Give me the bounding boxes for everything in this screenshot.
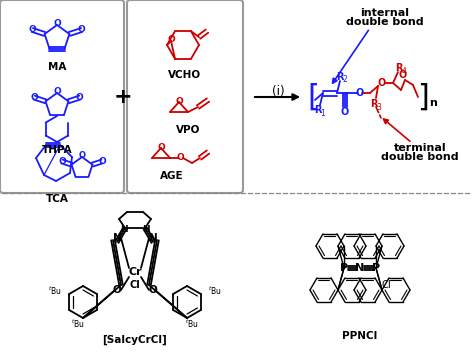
Text: O: O (79, 151, 85, 160)
Text: (i): (i) (272, 85, 284, 98)
Text: O: O (149, 285, 157, 295)
Text: O: O (28, 25, 36, 34)
Text: O: O (167, 36, 175, 44)
Text: O: O (157, 143, 165, 151)
Text: VPO: VPO (176, 125, 200, 135)
Text: 4: 4 (401, 66, 406, 76)
Text: R: R (395, 63, 403, 73)
Text: [: [ (307, 82, 319, 111)
Text: O: O (53, 87, 61, 97)
Text: n: n (429, 98, 437, 108)
Text: H: H (142, 224, 150, 233)
Text: P: P (340, 263, 348, 273)
Text: H: H (120, 224, 128, 233)
Text: O: O (341, 107, 349, 117)
Text: N: N (113, 233, 121, 243)
Text: 1: 1 (320, 109, 325, 118)
Text: 3: 3 (376, 102, 382, 111)
FancyBboxPatch shape (0, 0, 124, 193)
Text: internal: internal (361, 8, 410, 18)
Text: O: O (175, 97, 183, 106)
Text: O: O (356, 88, 364, 98)
Text: O: O (399, 70, 407, 80)
FancyBboxPatch shape (127, 0, 243, 193)
Text: AGE: AGE (160, 171, 184, 181)
Text: O: O (378, 78, 386, 88)
Text: O: O (76, 93, 84, 102)
Text: O: O (30, 93, 38, 102)
Text: Cr: Cr (128, 267, 142, 277)
Text: O: O (98, 157, 106, 166)
Text: PPNCl: PPNCl (342, 331, 378, 341)
Text: N: N (149, 233, 157, 243)
Text: R: R (314, 105, 322, 115)
Text: +: + (114, 87, 132, 107)
Text: $^t$Bu: $^t$Bu (185, 318, 199, 330)
Text: $^t$Bu: $^t$Bu (48, 285, 62, 297)
Text: ]: ] (417, 82, 429, 111)
Text: O: O (113, 285, 121, 295)
Text: O: O (58, 157, 66, 166)
Text: P: P (372, 263, 380, 273)
Text: VCHO: VCHO (168, 70, 201, 80)
Text: TCA: TCA (46, 194, 68, 204)
Text: R: R (336, 72, 344, 82)
Text: MA: MA (48, 62, 66, 72)
Text: double bond: double bond (381, 152, 459, 162)
Text: THPA: THPA (42, 145, 73, 155)
Text: [SalcyCrCl]: [SalcyCrCl] (103, 335, 167, 345)
Text: Cl$^-$: Cl$^-$ (381, 278, 399, 290)
Text: 2: 2 (343, 76, 347, 85)
Text: Cl: Cl (129, 280, 140, 290)
Text: double bond: double bond (346, 17, 424, 27)
Text: terminal: terminal (394, 143, 447, 153)
Text: O: O (176, 154, 184, 163)
Text: $^t$Bu: $^t$Bu (208, 285, 222, 297)
Text: $^t$Bu: $^t$Bu (71, 318, 85, 330)
Text: O: O (53, 20, 61, 29)
Text: O: O (78, 25, 86, 34)
Text: R: R (370, 99, 378, 109)
Text: N: N (356, 263, 365, 273)
